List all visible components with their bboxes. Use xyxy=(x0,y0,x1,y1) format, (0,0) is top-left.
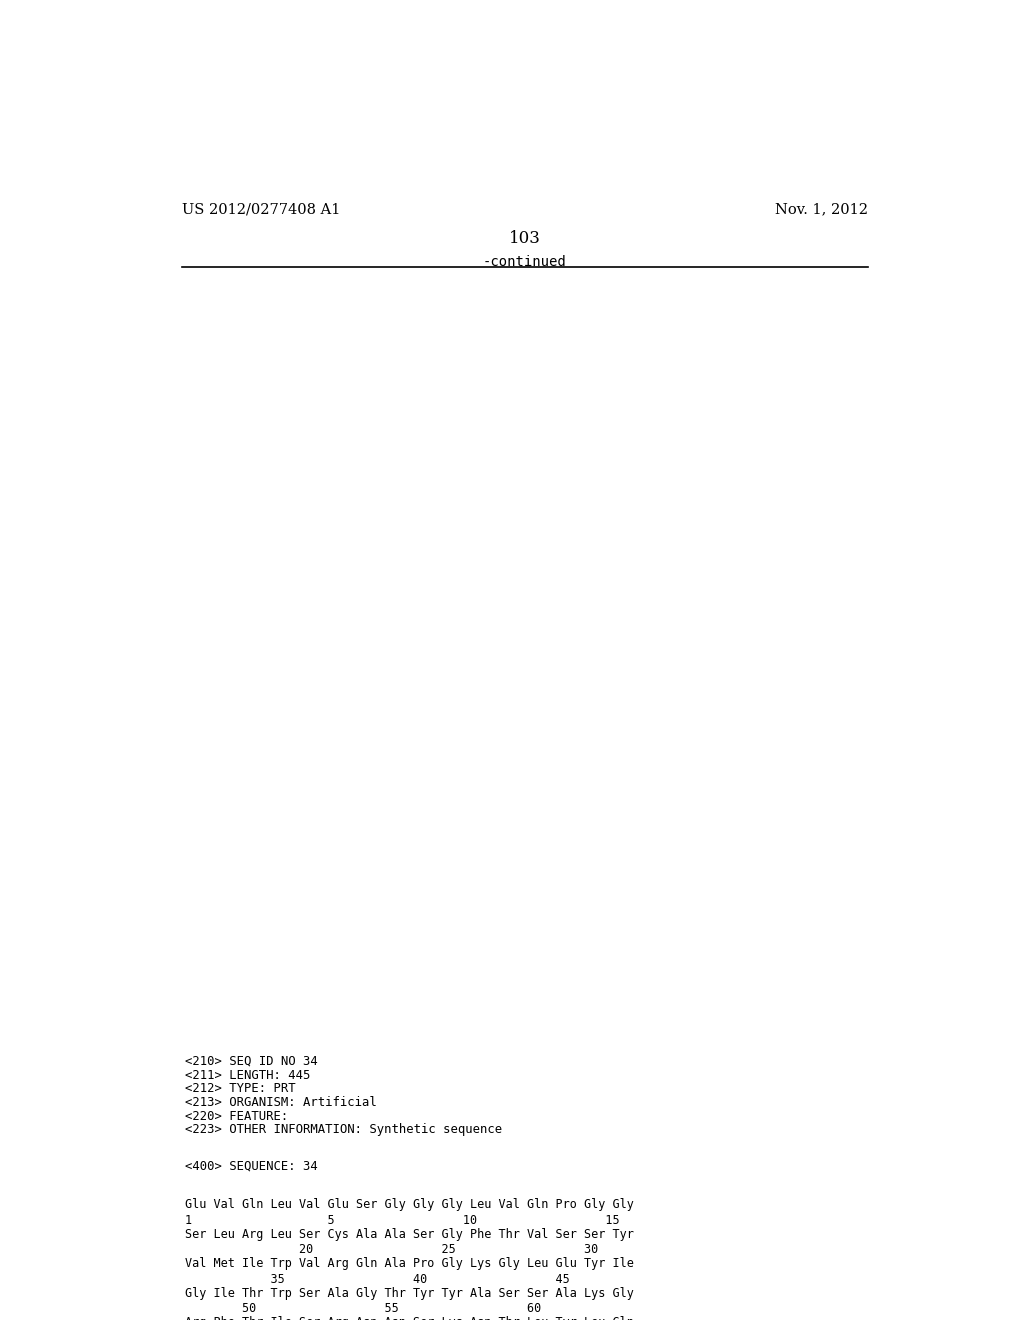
Text: <400> SEQUENCE: 34: <400> SEQUENCE: 34 xyxy=(185,1159,317,1172)
Text: Ser Leu Arg Leu Ser Cys Ala Ala Ser Gly Phe Thr Val Ser Ser Tyr: Ser Leu Arg Leu Ser Cys Ala Ala Ser Gly … xyxy=(185,1228,634,1241)
Text: <210> SEQ ID NO 34: <210> SEQ ID NO 34 xyxy=(185,1055,317,1068)
Text: 1                   5                  10                  15: 1 5 10 15 xyxy=(185,1214,620,1226)
Text: <211> LENGTH: 445: <211> LENGTH: 445 xyxy=(185,1069,310,1081)
Text: -continued: -continued xyxy=(483,255,566,269)
Text: 50                  55                  60: 50 55 60 xyxy=(185,1303,542,1315)
Text: Glu Val Gln Leu Val Glu Ser Gly Gly Gly Leu Val Gln Pro Gly Gly: Glu Val Gln Leu Val Glu Ser Gly Gly Gly … xyxy=(185,1199,634,1212)
Text: Arg Phe Thr Ile Ser Arg Asp Asn Ser Lys Asn Thr Leu Tyr Leu Gln: Arg Phe Thr Ile Ser Arg Asp Asn Ser Lys … xyxy=(185,1316,634,1320)
Text: Val Met Ile Trp Val Arg Gln Ala Pro Gly Lys Gly Leu Glu Tyr Ile: Val Met Ile Trp Val Arg Gln Ala Pro Gly … xyxy=(185,1257,634,1270)
Text: 35                  40                  45: 35 40 45 xyxy=(185,1272,570,1286)
Text: US 2012/0277408 A1: US 2012/0277408 A1 xyxy=(182,202,340,216)
Text: Gly Ile Thr Trp Ser Ala Gly Thr Tyr Tyr Ala Ser Ser Ala Lys Gly: Gly Ile Thr Trp Ser Ala Gly Thr Tyr Tyr … xyxy=(185,1287,634,1300)
Text: <223> OTHER INFORMATION: Synthetic sequence: <223> OTHER INFORMATION: Synthetic seque… xyxy=(185,1123,502,1137)
Text: <213> ORGANISM: Artificial: <213> ORGANISM: Artificial xyxy=(185,1096,377,1109)
Text: 103: 103 xyxy=(509,230,541,247)
Text: 20                  25                  30: 20 25 30 xyxy=(185,1243,598,1257)
Text: Nov. 1, 2012: Nov. 1, 2012 xyxy=(774,202,867,216)
Text: <220> FEATURE:: <220> FEATURE: xyxy=(185,1110,289,1123)
Text: <212> TYPE: PRT: <212> TYPE: PRT xyxy=(185,1082,296,1096)
